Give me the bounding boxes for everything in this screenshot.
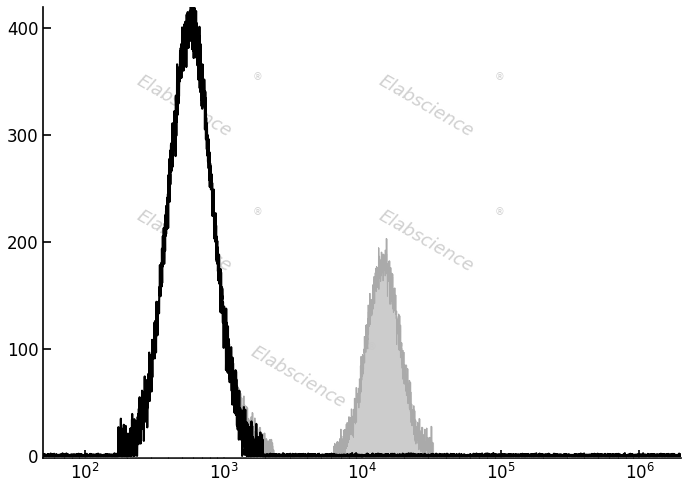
Text: ®: ® (252, 207, 262, 217)
Text: Elabscience: Elabscience (248, 343, 349, 411)
Text: Elabscience: Elabscience (376, 72, 477, 141)
Text: ®: ® (495, 72, 504, 82)
Text: ®: ® (367, 343, 377, 353)
Text: Elabscience: Elabscience (376, 207, 477, 276)
Text: Elabscience: Elabscience (133, 72, 235, 141)
Text: Elabscience: Elabscience (133, 207, 235, 276)
Text: ®: ® (495, 207, 504, 217)
Text: ®: ® (252, 72, 262, 82)
